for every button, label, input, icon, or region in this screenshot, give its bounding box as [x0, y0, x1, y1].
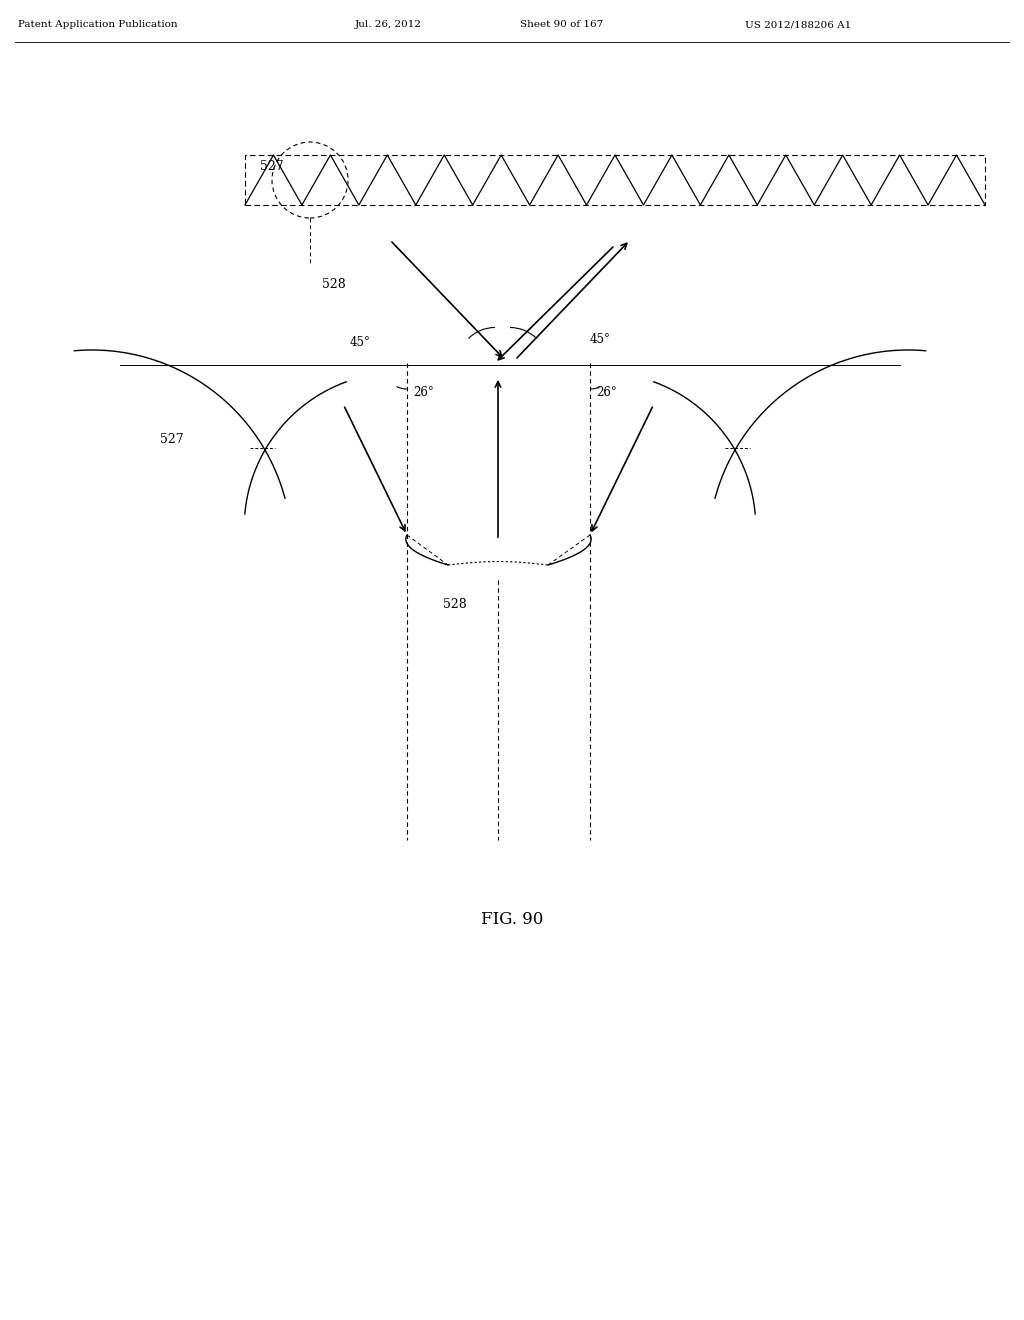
Text: US 2012/188206 A1: US 2012/188206 A1 [745, 20, 851, 29]
Text: 45°: 45° [349, 337, 370, 350]
Text: Patent Application Publication: Patent Application Publication [18, 20, 177, 29]
Text: Jul. 26, 2012: Jul. 26, 2012 [355, 20, 422, 29]
Text: 528: 528 [322, 279, 346, 292]
Text: Sheet 90 of 167: Sheet 90 of 167 [520, 20, 603, 29]
Text: 528: 528 [443, 598, 467, 611]
Text: 26°: 26° [413, 387, 434, 400]
Text: 26°: 26° [596, 387, 616, 400]
Text: 527: 527 [260, 160, 284, 173]
Text: 45°: 45° [590, 334, 611, 346]
Text: FIG. 90: FIG. 90 [481, 912, 543, 928]
Text: 527: 527 [160, 433, 183, 446]
